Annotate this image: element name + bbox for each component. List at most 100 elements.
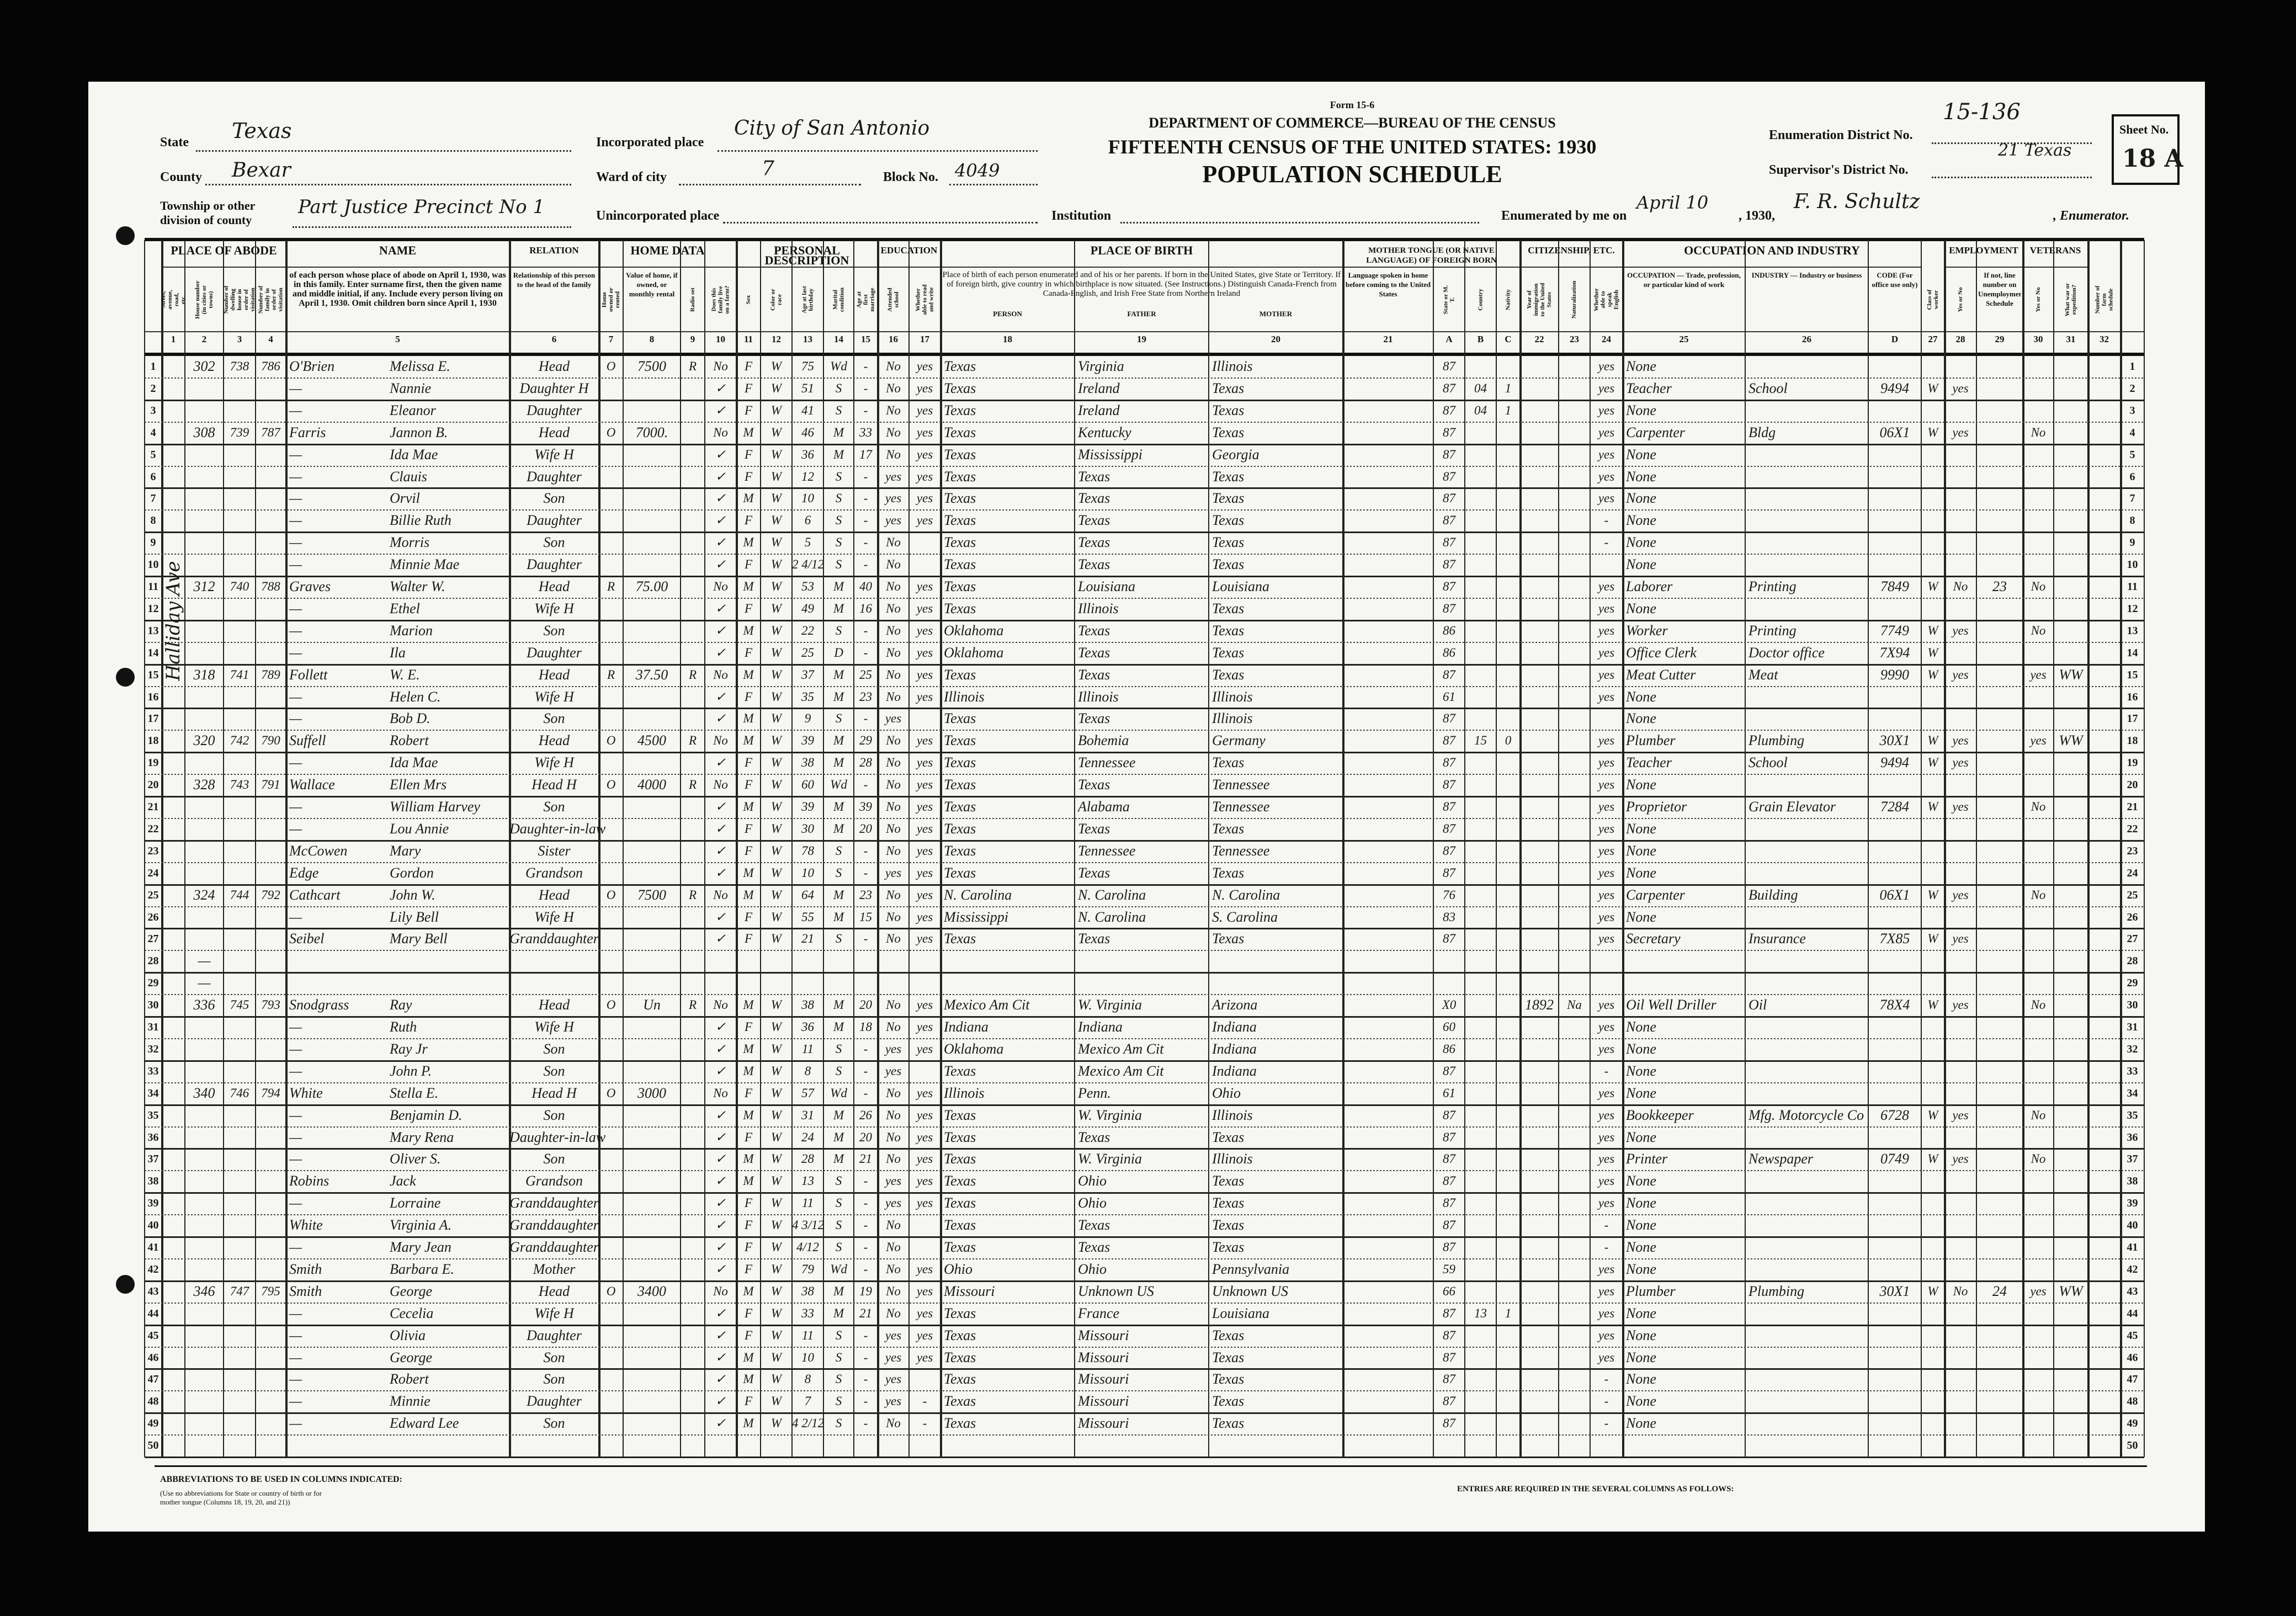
cell-code-a: 87: [1443, 1196, 1455, 1210]
cell-birthplace-mother: Texas: [1212, 556, 1245, 573]
cell-occupation: None: [1626, 1040, 1656, 1057]
column-number: 28: [1955, 334, 1965, 344]
cell-age-at-marriage: -: [863, 932, 868, 946]
cell-birthplace-person: Texas: [944, 1129, 976, 1145]
cell-occupation-code: 9494: [1880, 380, 1909, 396]
cell-age-at-marriage: 40: [859, 580, 872, 593]
group-citizenship: CITIZENSHIP, ETC.: [1528, 245, 1615, 256]
cell-relationship: Daughter: [527, 1327, 582, 1343]
cell-given-name: Melissa E.: [390, 358, 450, 374]
cell-home-owned: O: [606, 733, 616, 748]
cell-school: No: [886, 667, 901, 682]
cell-code-a: 87: [1443, 800, 1455, 814]
cell-marital-status: S: [835, 1372, 842, 1386]
group-tongue: MOTHER TONGUE (OR NATIVE LANGUAGE) OF FO…: [1366, 246, 1497, 265]
cell-age: 30: [801, 821, 814, 836]
cell-speaks-english: yes: [1598, 887, 1615, 902]
ed-value: 15-136: [1943, 99, 2021, 125]
cell-read-write: yes: [916, 491, 933, 506]
cell-birthplace-person: Texas: [944, 1415, 976, 1432]
cell-sex: F: [744, 469, 753, 483]
cell-farm: ✓: [715, 1041, 726, 1056]
cell-marital-status: S: [835, 403, 842, 417]
cell-line-number-right: 6: [2129, 470, 2135, 483]
cell-birthplace-father: Mexico Am Cit: [1078, 1040, 1164, 1057]
cell-speaks-english: yes: [1598, 425, 1615, 439]
cell-birthplace-mother: Texas: [1212, 402, 1245, 418]
cell-line-number-right: 14: [2127, 646, 2138, 659]
cell-line-number-right: 48: [2127, 1395, 2138, 1408]
cell-age-at-marriage: 21: [859, 1306, 872, 1320]
cell-code-a: 87: [1443, 601, 1455, 615]
cell-occupation-code: 7X85: [1879, 931, 1910, 947]
cell-line-number-right: 15: [2127, 668, 2138, 681]
cell-surname: Smith: [289, 1283, 322, 1299]
cell-code-a: 87: [1443, 469, 1455, 483]
cell-given-name: George: [390, 1349, 433, 1365]
cell-relationship: Son: [543, 1371, 565, 1388]
cell-school: No: [886, 998, 901, 1012]
cell-age: 11: [801, 1196, 814, 1210]
abbrev-note: (Use no abbreviations for State or count…: [160, 1489, 322, 1506]
cell-class-of-worker: W: [1927, 1108, 1938, 1122]
cell-birthplace-mother: Germany: [1212, 732, 1266, 749]
block-value: 4049: [955, 160, 1000, 181]
cell-farm: ✓: [715, 403, 726, 417]
cell-age-at-marriage: -: [863, 513, 868, 528]
cell-marital-status: S: [835, 865, 842, 880]
column-header-label: Marital condition: [832, 287, 846, 312]
cell-line-number: 44: [147, 1307, 159, 1320]
cell-house-number: 302: [193, 358, 215, 374]
cell-read-write: yes: [916, 733, 933, 748]
cell-farm: No: [713, 778, 728, 792]
cell-relationship: Head: [538, 1283, 570, 1299]
column-header-label: Yes or No: [1957, 287, 1964, 312]
cell-veteran: No: [2031, 800, 2046, 814]
cell-birthplace-person: Texas: [944, 512, 976, 529]
cell-birthplace-father: N. Carolina: [1078, 886, 1146, 903]
column-number: 13: [803, 334, 812, 344]
column-header-home-value: Value of home, if owned, or monthly rent…: [626, 271, 678, 298]
cell-birthplace-father: Texas: [1078, 864, 1110, 881]
cell-read-write: yes: [916, 425, 933, 439]
column-number: 21: [1383, 334, 1393, 344]
column-header-unemployment-line: If not, line number on Unemployment Sche…: [1978, 271, 2021, 307]
group-personal: PERSONAL DESCRIPTION: [764, 243, 849, 267]
group-veterans: VETERANS: [2029, 245, 2081, 256]
cell-occupation: None: [1626, 1261, 1656, 1277]
cell-line-number-right: 45: [2127, 1329, 2138, 1342]
cell-speaks-english: yes: [1598, 932, 1615, 946]
cell-line-number: 7: [150, 492, 156, 505]
cell-line-number: 23: [147, 844, 159, 857]
cell-marital-status: S: [835, 535, 842, 550]
cell-farm: ✓: [715, 645, 726, 660]
block-label: Block No.: [883, 170, 939, 184]
cell-surname: Wallace: [289, 777, 335, 793]
cell-surname: —: [289, 1040, 302, 1057]
cell-school: No: [886, 580, 901, 593]
cell-veteran: No: [2031, 1152, 2046, 1166]
cell-code-b: 13: [1474, 1306, 1487, 1320]
cell-line-number: 4: [150, 426, 156, 439]
cell-speaks-english: yes: [1598, 447, 1615, 461]
cell-home-owned: O: [606, 1086, 616, 1100]
cell-relationship: Granddaughter: [509, 1195, 599, 1211]
punch-hole: [116, 668, 135, 687]
cell-school: yes: [885, 1041, 902, 1056]
cell-sex: M: [743, 1108, 754, 1122]
township-label: Township or other division of county: [160, 199, 255, 227]
cell-birthplace-mother: Pennsylvania: [1212, 1261, 1290, 1277]
cell-surname: —: [289, 1415, 302, 1432]
cell-code-a: 87: [1443, 932, 1455, 946]
cell-marital-status: S: [835, 1218, 842, 1232]
cell-line-number: 45: [147, 1329, 159, 1342]
column-header-occupation-code: CODE (For office use only): [1872, 271, 1918, 289]
cell-relationship: Sister: [538, 842, 571, 859]
cell-occupation: None: [1626, 1062, 1656, 1079]
cell-line-number-right: 38: [2127, 1175, 2138, 1188]
cell-relationship: Son: [543, 799, 565, 815]
cell-birthplace-mother: Texas: [1212, 1415, 1245, 1432]
cell-sex: F: [744, 1086, 753, 1100]
cell-surname: Edge: [289, 864, 319, 881]
cell-birthplace-mother: Texas: [1212, 864, 1245, 881]
